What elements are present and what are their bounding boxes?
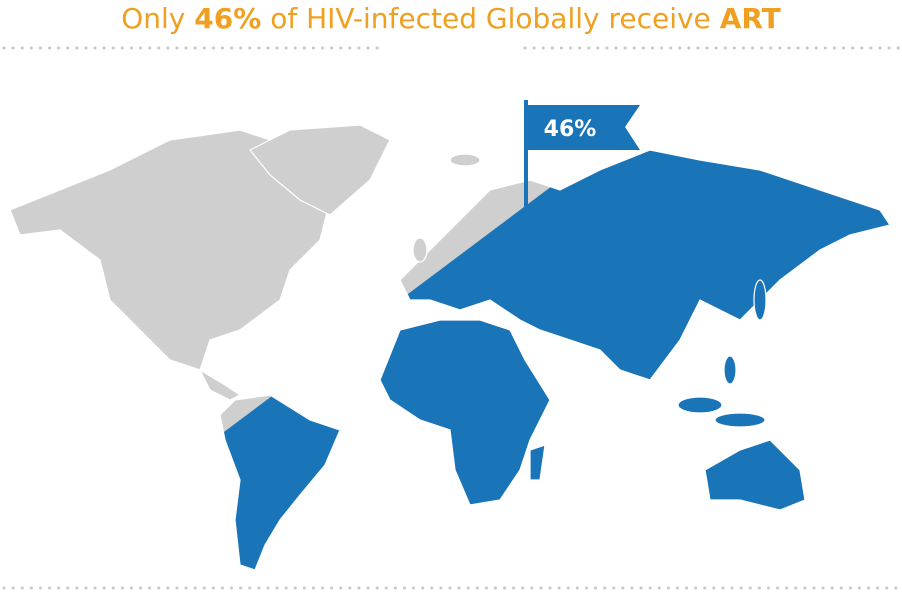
title: Only 46% of HIV-infected Globally receiv… (0, 2, 902, 35)
title-part: ART (719, 2, 781, 35)
title-part: 46% (194, 2, 262, 35)
title-part: of HIV-infected Globally receive (261, 2, 720, 35)
title-part: Only (121, 2, 195, 35)
flag-label: 46% (544, 117, 597, 142)
flag (528, 105, 640, 150)
flag-pole (524, 100, 528, 300)
